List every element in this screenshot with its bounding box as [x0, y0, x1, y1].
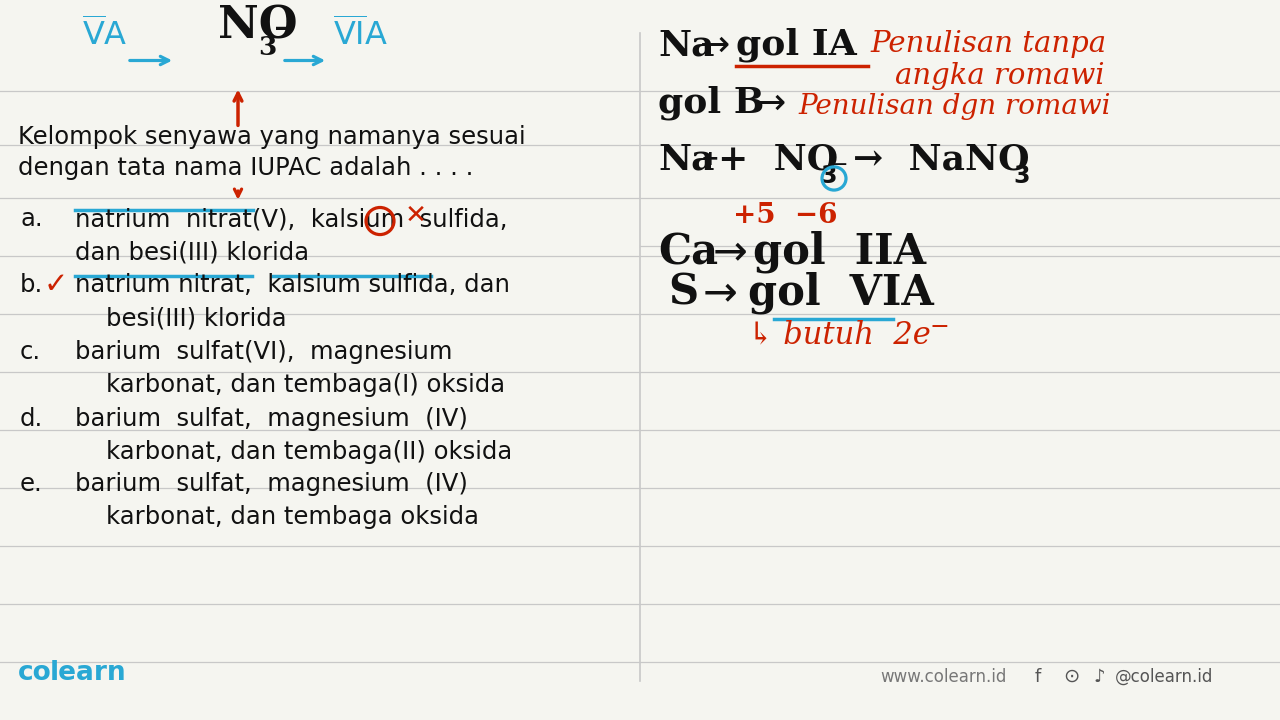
Text: karbonat, dan tembaga(II) oksida: karbonat, dan tembaga(II) oksida [76, 440, 512, 464]
Text: www.colearn.id: www.colearn.id [881, 668, 1006, 686]
Text: d.: d. [20, 407, 44, 431]
Text: ↳ butuh  2e: ↳ butuh 2e [748, 320, 931, 351]
Text: gol  VIA: gol VIA [748, 271, 933, 314]
Text: barium  sulfat,  magnesium  (IV): barium sulfat, magnesium (IV) [76, 472, 468, 497]
Text: $\overline{\rm VI}$A: $\overline{\rm VI}$A [333, 18, 388, 53]
Text: S: S [668, 272, 698, 314]
Text: ⊙: ⊙ [1062, 667, 1079, 686]
Text: gol B: gol B [658, 86, 764, 120]
Text: natrium  nitrat(V),  kalsium  sulfida,: natrium nitrat(V), kalsium sulfida, [76, 207, 507, 232]
Text: ♪: ♪ [1093, 668, 1105, 686]
Text: natrium nitrat,  kalsium sulfida, dan: natrium nitrat, kalsium sulfida, dan [76, 273, 509, 297]
Text: −: − [829, 155, 849, 175]
Text: Penulisan dgn romawi: Penulisan dgn romawi [797, 94, 1111, 120]
Text: +: + [701, 149, 719, 168]
Text: @colearn.id: @colearn.id [1115, 668, 1213, 686]
Text: barium  sulfat(VI),  magnesium: barium sulfat(VI), magnesium [76, 340, 452, 364]
Text: a.: a. [20, 207, 42, 232]
Text: Na: Na [658, 28, 714, 63]
Text: f: f [1036, 668, 1041, 686]
Text: Kelompok senyawa yang namanya sesuai: Kelompok senyawa yang namanya sesuai [18, 125, 526, 149]
Text: gol  IIA: gol IIA [753, 230, 925, 273]
Text: Penulisan tanpa: Penulisan tanpa [870, 30, 1106, 58]
Text: co: co [18, 660, 51, 686]
Text: barium  sulfat,  magnesium  (IV): barium sulfat, magnesium (IV) [76, 407, 468, 431]
Text: c.: c. [20, 340, 41, 364]
Text: +5  −6: +5 −6 [733, 202, 837, 229]
Text: +  NO: + NO [718, 143, 838, 176]
Text: −: − [931, 315, 950, 339]
Text: NO: NO [218, 5, 297, 48]
Text: b.: b. [20, 273, 44, 297]
Text: learn: learn [50, 660, 127, 686]
Text: Ca: Ca [658, 231, 718, 273]
Text: →  NaNO: → NaNO [852, 143, 1029, 176]
Text: 3: 3 [820, 164, 837, 188]
Text: →: → [703, 272, 737, 314]
Text: →: → [713, 231, 748, 273]
Text: →: → [756, 86, 786, 120]
Text: 3: 3 [1012, 164, 1029, 188]
Text: e.: e. [20, 472, 42, 497]
Text: dan besi(III) klorida: dan besi(III) klorida [76, 240, 310, 264]
Text: dengan tata nama IUPAC adalah . . . .: dengan tata nama IUPAC adalah . . . . [18, 156, 474, 180]
Text: $\overline{\rm V}$A: $\overline{\rm V}$A [82, 18, 128, 53]
Text: 3: 3 [259, 35, 276, 60]
Text: ✕: ✕ [404, 203, 428, 229]
Text: angka romawi: angka romawi [895, 61, 1105, 89]
Text: →: → [700, 28, 731, 63]
Text: −: − [273, 15, 296, 43]
Text: gol IA: gol IA [736, 28, 856, 63]
Text: karbonat, dan tembaga oksida: karbonat, dan tembaga oksida [76, 505, 479, 529]
Text: besi(III) klorida: besi(III) klorida [76, 306, 287, 330]
Text: karbonat, dan tembaga(I) oksida: karbonat, dan tembaga(I) oksida [76, 373, 506, 397]
Text: ✓: ✓ [44, 271, 68, 300]
Text: Na: Na [658, 143, 714, 176]
